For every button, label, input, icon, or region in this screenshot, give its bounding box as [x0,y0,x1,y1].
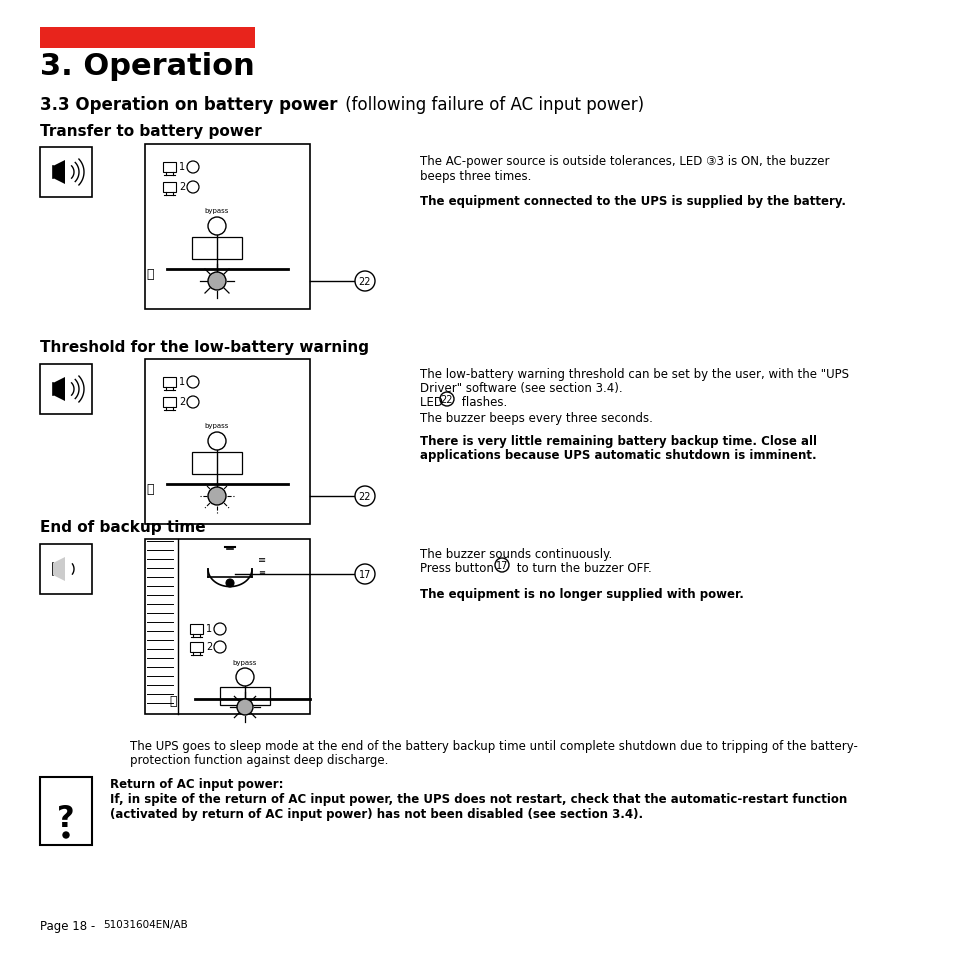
Circle shape [213,641,226,654]
Text: Return of AC input power:: Return of AC input power: [110,778,283,790]
Circle shape [439,393,454,407]
Text: Threshold for the low-battery warning: Threshold for the low-battery warning [40,339,369,355]
Circle shape [208,273,226,291]
Bar [163,163,175,172]
Circle shape [63,832,69,838]
Text: 2: 2 [179,182,185,192]
Bar [190,642,203,652]
Text: 51031604EN/AB: 51031604EN/AB [103,919,188,929]
Text: 17: 17 [496,560,508,571]
Bar [40,778,91,845]
Text: The buzzer sounds continuously.: The buzzer sounds continuously. [419,547,612,560]
Text: Transfer to battery power: Transfer to battery power [40,124,261,139]
Text: 22: 22 [358,492,371,501]
Circle shape [208,433,226,451]
Text: 2: 2 [206,641,212,651]
Circle shape [355,486,375,506]
Bar [40,365,91,415]
Text: If, in spite of the return of AC input power, the UPS does not restart, check th: If, in spite of the return of AC input p… [110,792,846,805]
Text: ⎙: ⎙ [146,268,153,281]
Text: 22: 22 [358,276,371,287]
Bar [145,539,310,714]
Bar [192,237,242,260]
Bar [190,624,203,635]
Bar [163,377,175,388]
Text: LED: LED [419,395,446,409]
Text: 1: 1 [206,623,212,634]
Text: bypass: bypass [233,659,257,665]
Text: 1: 1 [179,162,185,172]
Text: 22: 22 [440,395,453,405]
Circle shape [495,558,509,573]
Text: ⎙: ⎙ [169,695,176,708]
Text: flashes.: flashes. [457,395,507,409]
Text: ≡: ≡ [257,567,265,577]
Circle shape [236,700,253,716]
Text: The UPS goes to sleep mode at the end of the battery backup time until complete : The UPS goes to sleep mode at the end of… [130,740,857,752]
Polygon shape [53,161,65,185]
Circle shape [208,488,226,505]
Polygon shape [53,558,65,581]
Text: (following failure of AC input power): (following failure of AC input power) [339,96,643,113]
Circle shape [226,579,233,587]
Bar [163,397,175,408]
Text: beeps three times.: beeps three times. [419,170,531,183]
Text: (activated by return of AC input power) has not been disabled (see section 3.4).: (activated by return of AC input power) … [110,807,642,821]
Circle shape [355,564,375,584]
Text: The equipment is no longer supplied with power.: The equipment is no longer supplied with… [419,587,743,600]
Text: to turn the buzzer OFF.: to turn the buzzer OFF. [513,561,651,575]
Bar [40,148,91,198]
Text: The low-battery warning threshold can be set by the user, with the "UPS: The low-battery warning threshold can be… [419,368,848,380]
Bar [145,145,310,310]
Text: 17: 17 [358,569,371,579]
Bar [145,359,310,524]
Text: bypass: bypass [205,208,229,213]
Circle shape [208,218,226,235]
Text: ?: ? [57,803,74,832]
Polygon shape [53,377,65,401]
Circle shape [235,668,253,686]
Text: There is very little remaining battery backup time. Close all: There is very little remaining battery b… [419,435,816,448]
Text: Driver" software (see section 3.4).: Driver" software (see section 3.4). [419,381,622,395]
Circle shape [213,623,226,636]
Text: ≡: ≡ [257,555,266,564]
Bar [192,453,242,475]
Text: Press button: Press button [419,561,497,575]
Text: The AC-power source is outside tolerances, LED ③3 is ON, the buzzer: The AC-power source is outside tolerance… [419,154,828,168]
Text: bypass: bypass [205,422,229,429]
Text: 2: 2 [179,396,185,407]
Text: 1: 1 [179,376,185,387]
Text: Page 18 -: Page 18 - [40,919,99,932]
Bar [40,28,254,49]
Circle shape [187,376,199,389]
Text: ⎙: ⎙ [146,483,153,496]
Bar [220,687,270,705]
Bar [163,183,175,193]
Text: protection function against deep discharge.: protection function against deep dischar… [130,753,388,766]
Circle shape [187,182,199,193]
Circle shape [187,162,199,173]
Text: applications because UPS automatic shutdown is imminent.: applications because UPS automatic shutd… [419,449,816,461]
Text: The buzzer beeps every three seconds.: The buzzer beeps every three seconds. [419,412,652,424]
Text: The equipment connected to the UPS is supplied by the battery.: The equipment connected to the UPS is su… [419,194,845,208]
Text: 3.3 Operation on battery power: 3.3 Operation on battery power [40,96,337,113]
Circle shape [187,396,199,409]
Bar [40,544,91,595]
Circle shape [355,272,375,292]
Text: End of backup time: End of backup time [40,519,206,535]
Text: 3. Operation: 3. Operation [40,52,254,81]
